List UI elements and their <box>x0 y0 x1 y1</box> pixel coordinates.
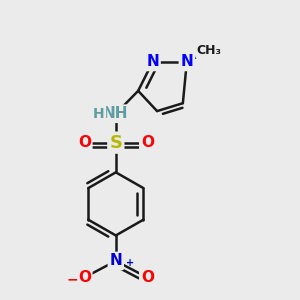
Text: +: + <box>126 257 134 268</box>
Text: N: N <box>146 54 159 69</box>
Text: S: S <box>109 134 122 152</box>
Text: N: N <box>180 54 193 69</box>
Text: O: O <box>141 135 154 150</box>
Text: O: O <box>78 135 91 150</box>
Text: NH: NH <box>103 106 129 121</box>
Text: CH₃: CH₃ <box>197 44 222 57</box>
Text: O: O <box>78 270 91 285</box>
Text: H: H <box>93 107 104 121</box>
Text: O: O <box>141 270 154 285</box>
Text: −: − <box>67 272 78 286</box>
Text: N: N <box>110 254 122 268</box>
